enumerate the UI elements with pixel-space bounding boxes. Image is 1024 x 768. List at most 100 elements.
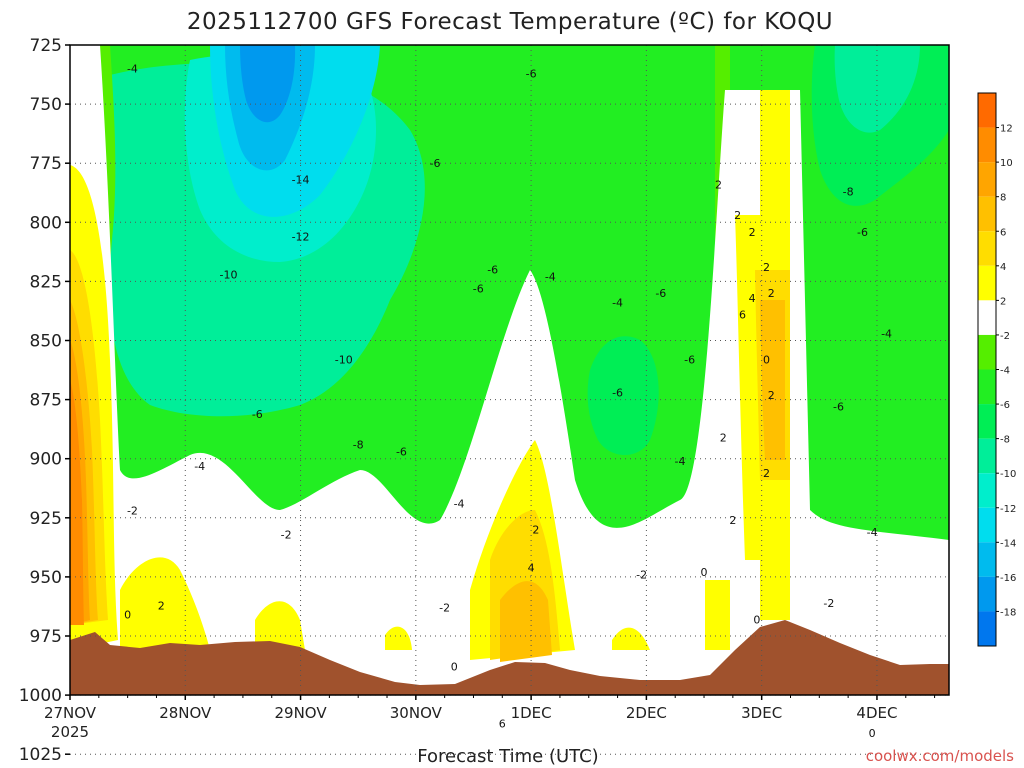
colorbar-swatch <box>978 93 996 128</box>
contour-label: 0 <box>869 727 876 740</box>
contour-label: 6 <box>499 717 506 730</box>
colorbar-label: -8 <box>1000 435 1010 446</box>
contour-label: -8 <box>353 439 364 452</box>
chart-title: 2025112700 GFS Forecast Temperature (ºC)… <box>187 9 833 35</box>
colorbar-label: -12 <box>1000 504 1016 515</box>
y-axis: 725 750 775 800 825 850 875 900 925 950 975 1000 102… <box>19 36 70 765</box>
y-tick-label: 825 <box>30 272 62 292</box>
colorbar-label: -18 <box>1000 607 1016 618</box>
contour-label: -6 <box>252 408 263 421</box>
contour-label: -6 <box>526 67 537 80</box>
y-tick-label: 875 <box>30 391 62 411</box>
band-plus-10 <box>70 380 84 625</box>
x-tick-label: 28NOV <box>159 704 212 722</box>
colorbar-swatch <box>978 576 996 612</box>
y-tick-label: 1000 <box>19 686 62 706</box>
contour-label: 0 <box>701 566 708 579</box>
x-axis-label: Forecast Time (UTC) <box>417 746 598 767</box>
colorbar-label: -4 <box>1000 366 1010 377</box>
contour-label: 0 <box>763 353 770 366</box>
band-minus-10-right <box>834 45 920 133</box>
colorbar-label: -6 <box>1000 400 1010 411</box>
y-tick-label: 900 <box>30 450 62 470</box>
contour-label: -10 <box>220 268 238 281</box>
contour-label: -6 <box>833 401 844 414</box>
x-tick-label: 4DEC <box>856 704 897 722</box>
colorbar-swatch <box>978 162 996 197</box>
contour-labels: -4 -6-14-12-10-10-6-8-6-4-2-202-6-6-6-4-4… <box>124 63 892 740</box>
colorbar-swatch <box>978 438 996 474</box>
plot-frame <box>69 44 950 696</box>
contour-label: 2 <box>768 287 775 300</box>
contour-label: -6 <box>396 446 407 459</box>
colorbar-swatch <box>978 473 996 508</box>
contour-label: 2 <box>532 524 539 537</box>
contour-label: -6 <box>857 226 868 239</box>
colorbar-label: 12 <box>1000 124 1013 135</box>
y-tick-label: 775 <box>30 154 62 174</box>
contour-label: 0 <box>124 609 131 622</box>
band-minus-18 <box>240 45 296 123</box>
colorbar-swatch <box>978 265 996 301</box>
contour-label: 4 <box>749 292 756 305</box>
gridlines <box>70 45 949 755</box>
colorbar-swatch <box>978 542 996 577</box>
contour-label: 2 <box>715 178 722 191</box>
band-plus-2 <box>70 90 790 660</box>
x-tick-label: 3DEC <box>741 704 782 722</box>
contour-label: 2 <box>768 389 775 402</box>
x-tick-label: 27NOV <box>44 704 97 722</box>
contour-label: -4 <box>612 297 623 310</box>
contour-label: 2 <box>763 467 770 480</box>
contour-label: -12 <box>292 230 310 243</box>
y-tick-label: 1025 <box>19 745 62 765</box>
colorbar-swatch <box>978 127 996 163</box>
contour-label: -6 <box>473 282 484 295</box>
colorbar-label: 2 <box>1000 296 1006 307</box>
colorbar-label: -10 <box>1000 469 1016 480</box>
contour-label: -4 <box>454 498 465 511</box>
contour-label: -4 <box>675 455 686 468</box>
contour-label: -6 <box>487 264 498 277</box>
contour-label: -4 <box>194 460 205 473</box>
contour-label: -2 <box>127 505 138 518</box>
colorbar-swatch <box>978 507 996 543</box>
colorbar-legend: 12 10 8 6 4 2 -2 -4 -6 -8 -10 -12 -14 -16 -18 <box>977 92 1016 647</box>
contour-label: -4 <box>881 327 892 340</box>
contour-label: 6 <box>739 308 746 321</box>
contour-label: -4 <box>545 271 556 284</box>
band-minus-8-mid <box>587 336 659 455</box>
colorbar-label: 10 <box>1000 158 1013 169</box>
colorbar-swatch <box>978 334 996 370</box>
colorbar-swatch <box>978 196 996 232</box>
x-tick-label: 30NOV <box>390 704 443 722</box>
colorbar-label: -16 <box>1000 573 1016 584</box>
y-tick-label: 750 <box>30 95 62 115</box>
y-tick-label: 975 <box>30 627 62 647</box>
contour-label: -4 <box>127 63 138 76</box>
y-tick-label: 950 <box>30 568 62 588</box>
contour-label: -2 <box>439 602 450 615</box>
colorbar-label: -14 <box>1000 538 1016 549</box>
contour-label: -6 <box>612 387 623 400</box>
contour-label: -6 <box>655 287 666 300</box>
y-tick-label: 800 <box>30 213 62 233</box>
contour-label: -4 <box>867 526 878 539</box>
colorbar-label: 8 <box>1000 193 1006 204</box>
contour-label: 4 <box>528 561 535 574</box>
contour-label: -2 <box>636 569 647 582</box>
contour-label: -6 <box>684 353 695 366</box>
contour-label: 2 <box>763 261 770 274</box>
contour-label: 2 <box>734 209 741 222</box>
contour-label: -6 <box>430 157 441 170</box>
colorbar-label: -2 <box>1000 331 1010 342</box>
band-zero <box>70 45 949 695</box>
contour-label: 0 <box>451 661 458 674</box>
colorbar-swatch <box>978 369 996 405</box>
y-tick-label: 725 <box>30 36 62 56</box>
contour-label: 2 <box>729 514 736 527</box>
contour-label: 2 <box>720 431 727 444</box>
colorbar-label: 6 <box>1000 227 1006 238</box>
colorbar-label: 4 <box>1000 262 1006 273</box>
